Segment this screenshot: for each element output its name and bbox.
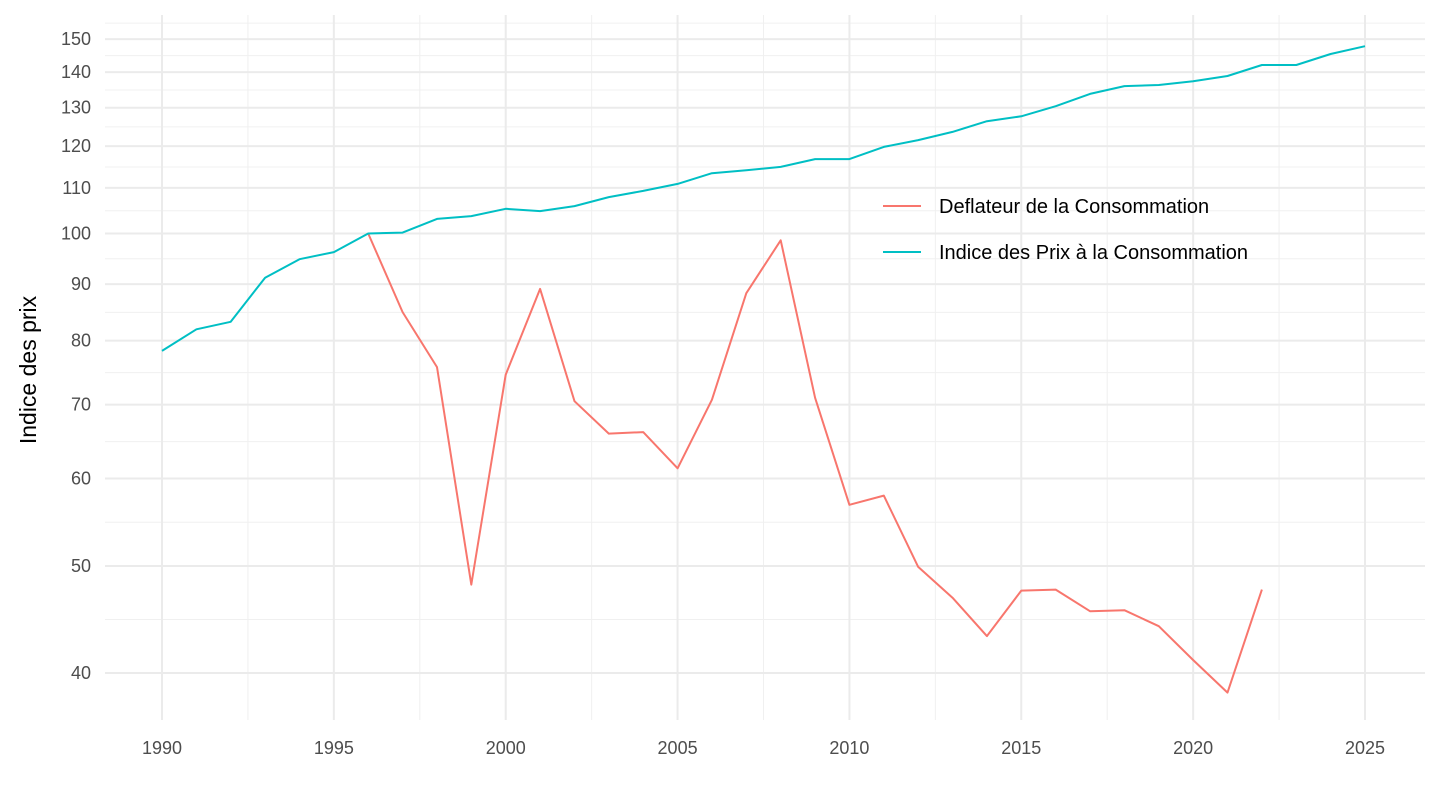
gridlines	[105, 15, 1425, 720]
x-tick-label: 2005	[658, 738, 698, 758]
y-tick-label: 50	[71, 556, 91, 576]
y-tick-label: 100	[61, 224, 91, 244]
y-axis-label: Indice des prix	[15, 295, 41, 444]
legend-label-deflateur: Deflateur de la Consommation	[939, 196, 1209, 218]
series-line-ipc	[161, 45, 1366, 352]
y-tick-label: 70	[71, 395, 91, 415]
x-tick-label: 1990	[142, 738, 182, 758]
y-axis-ticks: 40 50 60 70 80 90 100 110 120 130 140 150	[61, 29, 91, 683]
series-line-deflateur	[367, 233, 1263, 694]
y-tick-label: 60	[71, 469, 91, 489]
series-lines	[161, 45, 1366, 694]
x-tick-label: 2015	[1001, 738, 1041, 758]
x-tick-label: 2010	[829, 738, 869, 758]
y-tick-label: 150	[61, 29, 91, 49]
x-tick-label: 2025	[1345, 738, 1385, 758]
y-tick-label: 90	[71, 274, 91, 294]
y-tick-label: 80	[71, 331, 91, 351]
y-tick-label: 140	[61, 62, 91, 82]
x-axis-ticks: 1990 1995 2000 2005 2010 2015 2020 2025	[142, 738, 1385, 758]
x-tick-label: 1995	[314, 738, 354, 758]
y-tick-label: 40	[71, 663, 91, 683]
legend: Deflateur de la Consommation Indice des …	[883, 196, 1248, 264]
y-tick-label: 130	[61, 98, 91, 118]
x-tick-label: 2020	[1173, 738, 1213, 758]
y-tick-label: 110	[62, 178, 91, 198]
x-tick-label: 2000	[486, 738, 526, 758]
y-tick-label: 120	[61, 136, 91, 156]
legend-label-ipc: Indice des Prix à la Consommation	[939, 242, 1248, 264]
